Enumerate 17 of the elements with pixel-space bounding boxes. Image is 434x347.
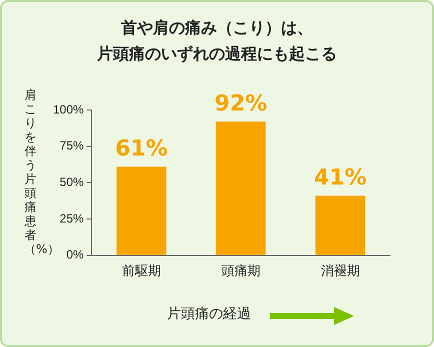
x-axis-title: 片頭痛の経過 <box>167 305 251 323</box>
x-tick-label: 消褪期 <box>320 262 360 278</box>
data-label: 92% <box>214 91 268 116</box>
x-tick-label: 頭痛期 <box>221 262 260 278</box>
y-tick-label: 50% <box>60 175 84 190</box>
data-label: 61% <box>115 136 168 162</box>
bar <box>116 166 166 255</box>
x-tick-label: 前駆期 <box>122 262 161 278</box>
data-label: 41% <box>314 166 367 191</box>
y-tick-label: 25% <box>60 211 84 226</box>
chart-subtitle: 片頭痛のいずれの過程にも起こる <box>96 43 338 65</box>
bar <box>315 196 366 255</box>
chart-title: 首や肩の痛み（こり）は、 <box>120 17 314 39</box>
y-tick-label: 75% <box>60 138 84 153</box>
bar <box>216 122 266 255</box>
y-tick-label: 100% <box>52 102 84 116</box>
y-tick-label: 0% <box>66 248 84 262</box>
